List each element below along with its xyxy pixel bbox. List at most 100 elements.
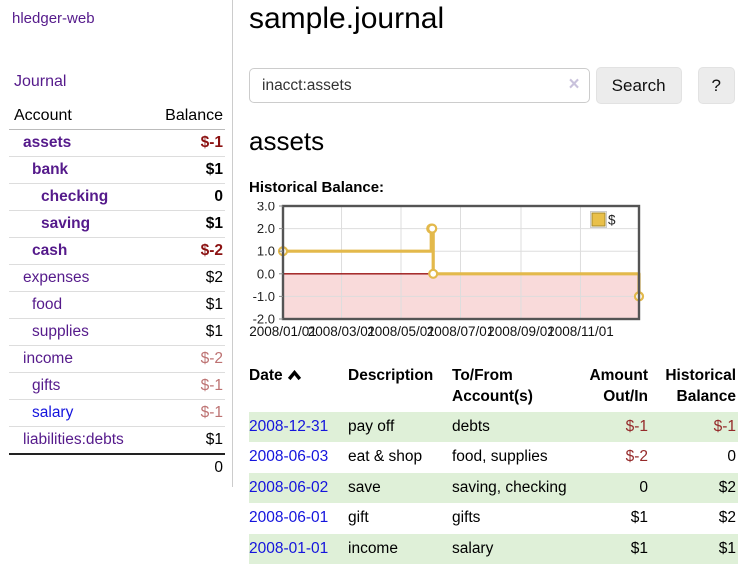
transaction-amount: $-1 xyxy=(625,417,648,435)
svg-text:2.0: 2.0 xyxy=(257,221,275,236)
transaction-balance: $-1 xyxy=(713,417,736,435)
account-link-supplies[interactable]: supplies xyxy=(32,323,89,340)
chart-label: Historical Balance: xyxy=(249,179,385,196)
account-row: bank $1 xyxy=(9,156,225,184)
transaction-amount: $1 xyxy=(630,539,648,557)
transaction-accounts: food, supplies xyxy=(452,448,548,466)
account-link-gifts[interactable]: gifts xyxy=(32,377,61,394)
accounts-table: Account Balance assets $-1 bank $1 checking 0… xyxy=(9,105,225,481)
account-link-salary[interactable]: salary xyxy=(32,404,74,421)
page: hledger-web Journal Account Balance asse… xyxy=(0,0,741,565)
historical-balance-chart[interactable]: 3.0 2.0 1.0 0.0 -1.0 -2.0 2008/01/01 2008/03/01… xyxy=(249,199,735,347)
svg-text:2008/09/01: 2008/09/01 xyxy=(487,324,555,339)
transaction-balance: $2 xyxy=(718,509,736,527)
account-row: saving $1 xyxy=(9,210,225,238)
transaction-description: eat & shop xyxy=(348,448,423,466)
help-button[interactable]: ? xyxy=(697,67,735,104)
app-title-link[interactable]: hledger-web xyxy=(12,10,95,27)
svg-text:1.0: 1.0 xyxy=(257,244,275,259)
transaction-date-link[interactable]: 2008-01-01 xyxy=(249,539,329,557)
clear-search-icon[interactable]: × xyxy=(568,74,580,95)
search-button[interactable]: Search xyxy=(595,67,682,104)
transaction-balance: $1 xyxy=(718,539,736,557)
account-link-food[interactable]: food xyxy=(32,296,63,313)
svg-text:3.0: 3.0 xyxy=(257,202,275,214)
transaction-description: save xyxy=(348,478,381,496)
sidebar-item-journal[interactable]: Journal xyxy=(14,73,67,90)
svg-text:2008/07/01: 2008/07/01 xyxy=(427,324,495,339)
transactions-header-amount: Amount Out/In xyxy=(589,367,648,405)
account-balance: $2 xyxy=(147,264,225,292)
transaction-row: 2008-01-01 income salary $1 $1 xyxy=(249,533,738,565)
account-balance: $-1 xyxy=(147,129,225,157)
account-row: cash $-2 xyxy=(9,237,225,265)
accounts-header-row: Account Balance xyxy=(9,105,225,130)
account-balance: $-2 xyxy=(147,237,225,265)
account-balance: 0 xyxy=(147,183,225,211)
transaction-accounts: saving, checking xyxy=(452,478,567,496)
transaction-description: income xyxy=(348,539,398,557)
transactions-header-balance: Historical Balance xyxy=(665,367,736,405)
transaction-row: 2008-06-01 gift gifts $1 $2 xyxy=(249,503,738,533)
transactions-header-description: Description xyxy=(348,367,434,384)
account-link-income[interactable]: income xyxy=(23,350,73,367)
svg-text:2008/01/01: 2008/01/01 xyxy=(249,324,317,339)
account-row: salary $-1 xyxy=(9,399,225,427)
transaction-date-link[interactable]: 2008-06-03 xyxy=(249,448,329,466)
svg-text:0.0: 0.0 xyxy=(257,266,275,281)
page-title: sample.journal xyxy=(249,2,445,35)
svg-text:-1.0: -1.0 xyxy=(253,289,275,304)
transaction-amount: 0 xyxy=(639,478,648,496)
account-row: supplies $1 xyxy=(9,318,225,346)
transaction-date-link[interactable]: 2008-06-02 xyxy=(249,478,329,496)
svg-text:2008/03/01: 2008/03/01 xyxy=(308,324,376,339)
accounts-header-balance: Balance xyxy=(147,105,225,130)
account-balance: $1 xyxy=(147,291,225,319)
search-row: × Search ? xyxy=(249,67,735,104)
account-balance: $-1 xyxy=(147,399,225,427)
sidebar-nav: Journal xyxy=(14,73,232,91)
svg-text:-2.0: -2.0 xyxy=(253,312,275,327)
search-wrap: × xyxy=(249,68,590,103)
transactions-header-date-label: Date xyxy=(249,367,283,384)
account-row: income $-2 xyxy=(9,345,225,373)
account-balance: $1 xyxy=(147,156,225,184)
transaction-balance: $2 xyxy=(718,478,736,496)
transactions-header-row: Date Description To/From Account(s) Amou… xyxy=(249,363,738,412)
account-link-expenses[interactable]: expenses xyxy=(23,269,90,286)
account-row: assets $-1 xyxy=(9,129,225,157)
transaction-row: 2008-12-31 pay off debts $-1 $-1 xyxy=(249,411,738,443)
account-balance: $-2 xyxy=(147,345,225,373)
sidebar: hledger-web Journal Account Balance asse… xyxy=(0,0,233,487)
app-title: hledger-web xyxy=(12,10,232,27)
account-link-bank[interactable]: bank xyxy=(32,161,69,178)
account-link-checking[interactable]: checking xyxy=(41,188,109,205)
transactions-header-date[interactable]: Date xyxy=(249,363,348,412)
accounts-header-account: Account xyxy=(9,105,148,130)
account-link-cash[interactable]: cash xyxy=(32,242,68,259)
account-balance: $-1 xyxy=(147,372,225,400)
accounts-total-row: 0 xyxy=(9,453,225,481)
account-balance: $1 xyxy=(147,210,225,238)
svg-text:2008/11/01: 2008/11/01 xyxy=(547,324,614,339)
account-link-saving[interactable]: saving xyxy=(41,215,91,232)
transaction-date-link[interactable]: 2008-06-01 xyxy=(249,509,329,527)
transaction-accounts: gifts xyxy=(452,509,481,527)
transaction-description: pay off xyxy=(348,417,395,435)
accounts-total-value: 0 xyxy=(147,453,225,481)
account-link-liabilities-debts[interactable]: liabilities:debts xyxy=(23,431,124,448)
sort-asc-icon xyxy=(287,367,302,388)
transaction-description: gift xyxy=(348,509,369,527)
transaction-amount: $1 xyxy=(630,509,648,527)
transaction-date-link[interactable]: 2008-12-31 xyxy=(249,417,329,435)
account-balance: $1 xyxy=(147,318,225,346)
transaction-row: 2008-06-02 save saving, checking 0 $2 xyxy=(249,472,738,504)
main-content: sample.journal × Search ? assets Histori… xyxy=(233,0,741,565)
transaction-accounts: debts xyxy=(452,417,490,435)
search-input[interactable] xyxy=(249,68,590,103)
account-link-assets[interactable]: assets xyxy=(23,134,72,151)
account-balance: $1 xyxy=(147,426,225,455)
transactions-header-accounts: To/From Account(s) xyxy=(452,367,533,405)
account-row: liabilities:debts $1 xyxy=(9,426,225,455)
transaction-amount: $-2 xyxy=(625,448,648,466)
